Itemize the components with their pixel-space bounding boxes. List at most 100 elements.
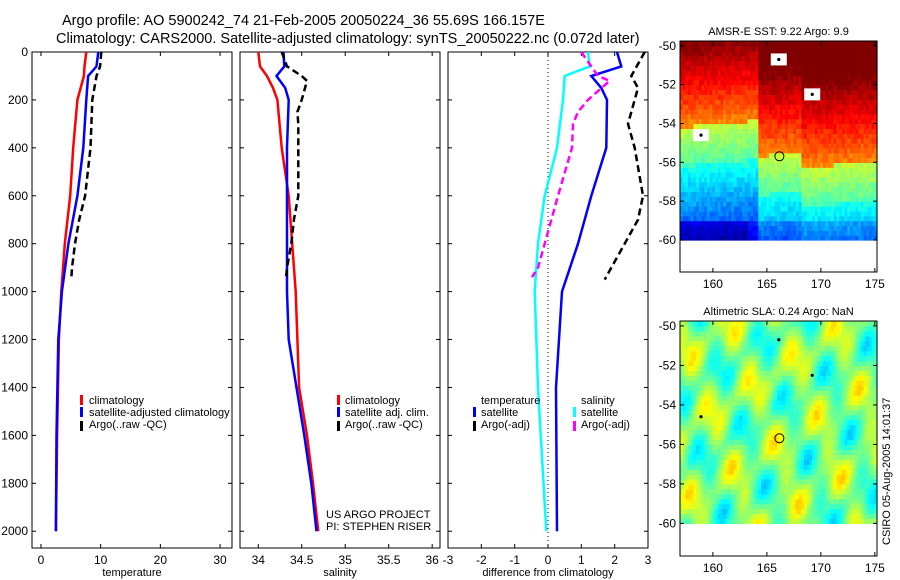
heatmap-cell	[707, 206, 711, 212]
heatmap-cell	[823, 210, 827, 217]
heatmap-cell	[742, 133, 746, 139]
heatmap-cell	[790, 157, 794, 163]
heatmap-cell	[790, 518, 794, 524]
heatmap-cell	[755, 123, 759, 129]
heatmap-cell	[814, 206, 819, 212]
heatmap-cell	[833, 79, 838, 86]
heatmap-cell	[806, 479, 811, 485]
heatmap-cell	[771, 414, 776, 421]
heatmap-cell	[858, 162, 862, 168]
heatmap-cell	[774, 400, 778, 406]
heatmap-cell	[685, 483, 689, 490]
heatmap-cell	[833, 60, 838, 66]
heatmap-cell	[728, 488, 732, 495]
heatmap-cell	[701, 201, 705, 207]
heatmap-cell	[866, 439, 870, 445]
x-tick-label: 30	[213, 553, 227, 567]
heatmap-cell	[812, 404, 816, 411]
heatmap-cell	[758, 94, 762, 100]
heatmap-cell	[814, 404, 819, 411]
heatmap-cell	[747, 225, 751, 231]
heatmap-cell	[688, 483, 692, 490]
heatmap-cell	[731, 449, 735, 455]
heatmap-cell	[860, 434, 865, 441]
heatmap-cell	[825, 138, 829, 144]
heatmap-cell	[804, 434, 808, 441]
heatmap-cell	[698, 449, 703, 455]
heatmap-cell	[874, 210, 878, 217]
heatmap-cell	[766, 45, 770, 52]
heatmap-cell	[831, 503, 835, 510]
heatmap-cell	[820, 128, 824, 134]
heatmap-cell	[763, 50, 767, 57]
heatmap-cell	[817, 498, 821, 505]
heatmap-cell	[868, 201, 873, 207]
heatmap-cell	[866, 454, 870, 460]
heatmap-cell	[682, 513, 686, 519]
heatmap-cell	[809, 196, 813, 202]
heatmap-cell	[755, 225, 759, 231]
heatmap-cell	[744, 498, 749, 505]
heatmap-cell	[831, 196, 835, 202]
heatmap-cell	[720, 225, 724, 231]
heatmap-cell	[790, 94, 794, 100]
heatmap-cell	[790, 186, 794, 193]
heatmap-cell	[823, 508, 827, 515]
heatmap-cell	[755, 186, 759, 193]
heatmap-cell	[828, 215, 832, 222]
heatmap-cell	[858, 45, 862, 52]
heatmap-cell	[823, 152, 827, 159]
heatmap-cell	[728, 84, 732, 91]
heatmap-cell	[812, 75, 816, 81]
heatmap-cell	[790, 210, 794, 217]
heatmap-cell	[715, 94, 719, 100]
heatmap-cell	[685, 230, 689, 236]
heatmap-cell	[715, 181, 719, 188]
heatmap-cell	[825, 50, 829, 57]
heatmap-cell	[758, 498, 762, 505]
heatmap-cell	[766, 201, 770, 207]
heatmap-cell	[860, 225, 865, 231]
heatmap-cell	[863, 201, 867, 207]
heatmap-cell	[771, 215, 776, 222]
heatmap-cell	[731, 128, 735, 134]
heatmap-cell	[704, 104, 708, 110]
heatmap-cell	[709, 123, 713, 129]
heatmap-cell	[734, 439, 738, 445]
heatmap-cell	[725, 469, 730, 475]
heatmap-cell	[831, 409, 835, 416]
heatmap-cell	[782, 424, 786, 431]
heatmap-cell	[755, 454, 759, 460]
heatmap-cell	[715, 449, 719, 455]
heatmap-cell	[814, 113, 819, 120]
heatmap-cell	[680, 196, 684, 202]
y-tick-label: -54	[659, 117, 677, 131]
heatmap-cell	[844, 147, 848, 154]
heatmap-cell	[704, 439, 708, 445]
heatmap-cell	[871, 414, 875, 421]
heatmap-cell	[831, 225, 835, 231]
heatmap-cell	[847, 128, 851, 134]
heatmap-cell	[734, 70, 738, 76]
heatmap-cell	[787, 493, 792, 500]
heatmap-cell	[755, 75, 759, 81]
heatmap-cell	[690, 118, 695, 125]
heatmap-cell	[850, 142, 854, 149]
heatmap-cell	[858, 201, 862, 207]
heatmap-cell	[690, 498, 695, 505]
heatmap-cell	[755, 191, 759, 197]
heatmap-cell	[752, 60, 757, 66]
heatmap-cell	[866, 488, 870, 495]
heatmap-cell	[790, 196, 794, 202]
heatmap-cell	[750, 498, 754, 505]
heatmap-cell	[731, 483, 735, 490]
heatmap-cell	[758, 118, 762, 125]
heatmap-cell	[688, 70, 692, 76]
heatmap-cell	[841, 479, 846, 485]
heatmap-cell	[755, 70, 759, 76]
heatmap-cell	[698, 50, 703, 57]
heatmap-cell	[777, 404, 781, 411]
heatmap-cell	[707, 513, 711, 519]
heatmap-cell	[844, 60, 848, 66]
heatmap-cell	[844, 45, 848, 52]
